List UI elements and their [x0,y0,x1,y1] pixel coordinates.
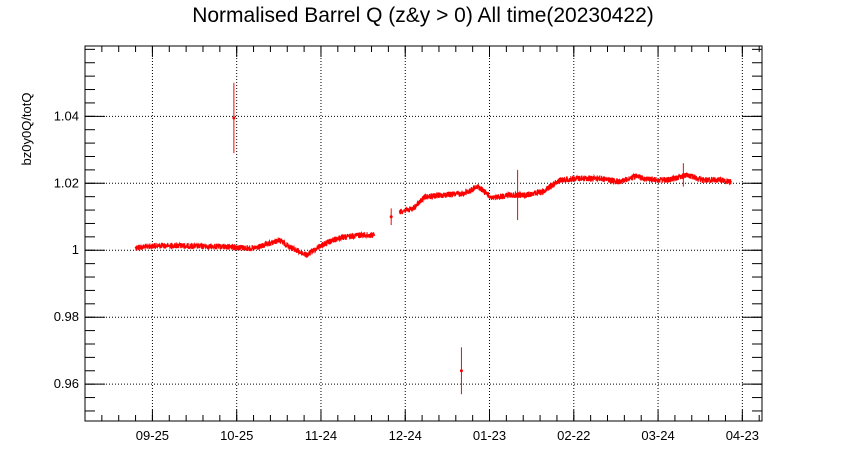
data-point [477,185,480,188]
data-point [508,194,510,196]
data-point [443,194,446,196]
error-point [232,82,236,154]
data-point [320,244,322,247]
data-point [398,210,401,213]
x-tick-label: 01-23 [473,428,506,443]
data-point [634,175,637,178]
error-bars [232,82,685,395]
data-point [278,239,280,241]
data-point [193,245,196,248]
x-tick-label: 11-24 [305,428,337,443]
error-point-marker [459,369,463,373]
data-point [412,207,415,210]
data-point [292,247,294,250]
error-point-marker [232,116,236,120]
x-tick-label: 03-24 [641,428,674,443]
data-point [174,244,176,247]
data-point [233,246,235,248]
data-point [685,174,687,176]
y-tick-label: 0.98 [54,309,79,324]
error-point [516,169,520,221]
y-tick-label: 1.02 [54,175,79,190]
y-tick-label: 1.04 [54,108,79,123]
y-axis-title: bz0y0Q/totQ [19,93,34,166]
error-point [389,208,393,226]
data-point [134,246,137,249]
grid [85,46,762,421]
data-point [463,192,466,195]
data-point [730,180,732,183]
data-point [598,177,600,180]
y-tick-label: 0.96 [54,376,79,391]
x-tick-label: 12-24 [389,428,422,443]
data-point [491,197,494,200]
data-point [578,177,581,180]
error-point-marker [389,215,393,219]
x-tick-label: 09-25 [136,428,169,443]
x-tick-label: 10-25 [220,428,253,443]
data-point [424,195,426,198]
series-0 [134,231,376,258]
y-tick-label: 1 [72,242,79,257]
data-point [213,245,216,248]
data-point [263,244,266,247]
error-point [681,163,685,187]
axis-ticks [84,46,762,421]
x-tick-label: 02-22 [557,428,590,443]
x-tick-label: 04-23 [726,428,759,443]
y-tick-labels: 0.96 0.98 1 1.02 1.04 [54,108,79,391]
data-point [356,234,359,236]
series-trace [135,231,375,258]
data-point [337,237,339,240]
error-point-marker [681,173,685,177]
data-point [306,254,308,257]
data-point [702,179,704,181]
series-1 [398,172,732,215]
data-point [252,247,255,250]
data-point [542,190,544,193]
data-point [668,179,671,181]
data-point [617,180,620,183]
chart-title: Normalised Barrel Q (z&y > 0) All time(2… [192,4,654,27]
plot-frame [84,45,763,422]
data-point [719,179,721,181]
data-point [373,234,376,236]
data-point [154,245,157,247]
error-point-marker [516,193,520,197]
x-tick-labels: 09-25 10-25 11-24 12-24 01-23 02-22 03-24 04-23 [136,428,759,443]
data-point [651,179,654,181]
data-point [525,194,527,196]
data-series [134,172,732,258]
series-trace [399,172,732,215]
error-point [459,347,463,395]
data-point [558,179,561,181]
